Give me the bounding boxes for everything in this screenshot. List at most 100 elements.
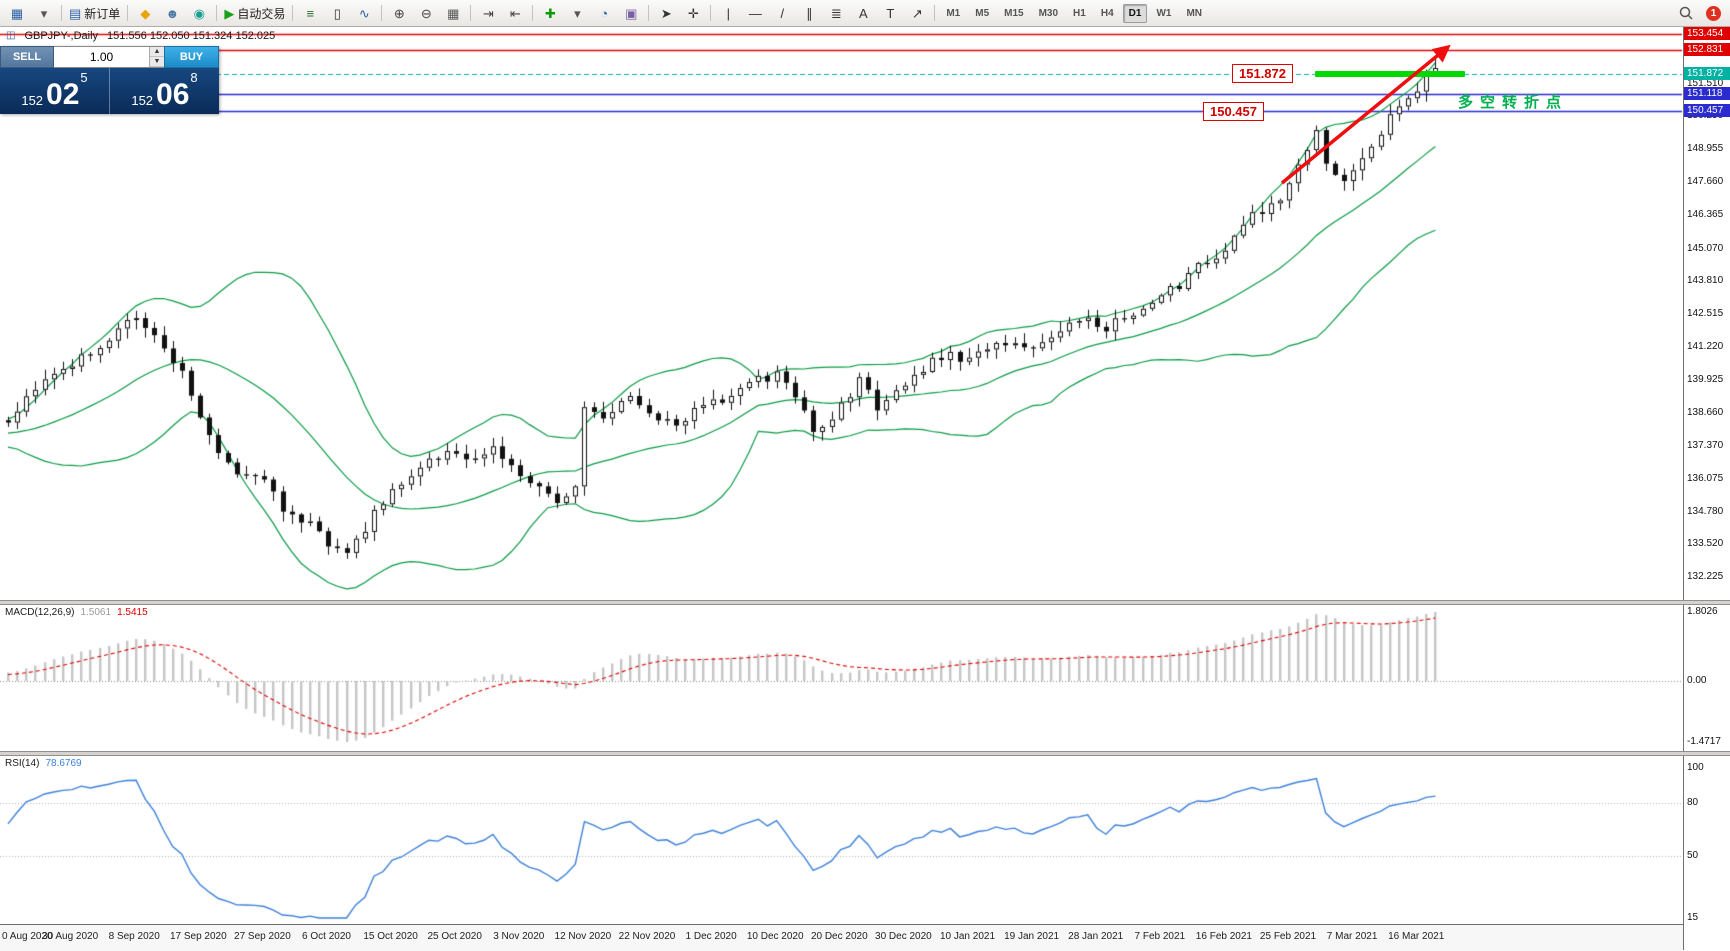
timeframe-button-h1[interactable]: H1: [1073, 7, 1086, 19]
axis-tick-label: 146.365: [1687, 209, 1724, 220]
zoom-in-icon-glyph: ⊕: [393, 5, 405, 21]
panel-separator[interactable]: [0, 751, 1730, 756]
time-axis-label: 7 Feb 2021: [1134, 931, 1186, 942]
timeframe-button-m1[interactable]: M1: [946, 7, 961, 19]
volume-increase-button[interactable]: ▲: [150, 47, 164, 57]
chart-window-icon[interactable]: ▦: [4, 2, 30, 24]
axis-tick-label: 80: [1687, 797, 1699, 808]
text-icon-glyph: A: [858, 5, 868, 21]
time-axis-label: 28 Jan 2021: [1068, 931, 1124, 942]
axis-tick-label: 1.8026: [1687, 606, 1718, 617]
time-axis-label: 1 Dec 2020: [685, 931, 737, 942]
label-icon[interactable]: T: [877, 2, 903, 24]
zoom-in-icon[interactable]: ⊕: [386, 2, 412, 24]
buy-button[interactable]: BUY: [164, 46, 219, 68]
axis-tick-label: -1.4717: [1687, 736, 1721, 747]
resistance-zone-line[interactable]: [1315, 71, 1465, 77]
time-axis[interactable]: 0 Aug 2020 30 Aug 2020 8 Sep 2020 17 Sep 20…: [0, 924, 1683, 951]
time-axis-label: 0 Aug 2020: [2, 931, 53, 942]
chart-title-ohlc: 151.556 152.050 151.324 152.025: [107, 30, 276, 42]
profile-icon[interactable]: ☻: [159, 2, 185, 24]
new-order-button-label: 新订单: [84, 6, 121, 21]
timeframe-button-m5[interactable]: M5: [975, 7, 990, 19]
price-line-label: 151.872: [1684, 67, 1730, 80]
axis-tick-label: 147.660: [1687, 176, 1724, 187]
timeframe-button-mn[interactable]: MN: [1186, 7, 1202, 19]
window-dropdown-caret-icon-glyph: ▾: [40, 5, 48, 21]
time-axis-label: 22 Nov 2020: [618, 931, 676, 942]
macd-value-signal: 1.5415: [117, 607, 148, 618]
auto-scroll-icon[interactable]: ⇥: [475, 2, 501, 24]
time-axis-label: 15 Oct 2020: [363, 931, 418, 942]
crosshair-icon[interactable]: ✛: [680, 2, 706, 24]
cursor-icon-glyph: ➤: [660, 5, 672, 21]
trendline-icon[interactable]: /: [769, 2, 795, 24]
volume-spinner: ▲ ▼: [149, 47, 164, 67]
channel-icon[interactable]: ∥: [796, 2, 822, 24]
axis-tick-label: 148.955: [1687, 143, 1724, 154]
one-click-trade-panel: SELL ▲ ▼ BUY 152 02 5 152 06 8: [0, 46, 219, 114]
timeframe-button-m15[interactable]: M15: [1004, 7, 1024, 19]
toolbar-separator: [470, 5, 472, 21]
axis-tick-label: 137.370: [1687, 440, 1724, 451]
window-dropdown-caret-icon[interactable]: ▾: [31, 2, 57, 24]
toolbar-buttons: ▦ ▾ ▤ 新订单 ◆ ☻ ◉ ▶ 自动交易 ≡ ▯ ∿ ⊕ ⊖ ▦ ⇥ ⇤ ✚ ▾ ◔ ▣ ➤ ✛ | — / ∥ ≣ A T ↗ M1 M5…: [4, 2, 1673, 24]
horizontal-line-icon[interactable]: —: [742, 2, 768, 24]
toolbar-separator: [216, 5, 218, 21]
chart-shift-icon[interactable]: ⇤: [502, 2, 528, 24]
text-icon[interactable]: A: [850, 2, 876, 24]
label-icon-glyph: T: [886, 5, 895, 21]
sell-price[interactable]: 152 02 5: [0, 68, 109, 114]
buy-price[interactable]: 152 06 8: [109, 68, 219, 114]
indicators-icon[interactable]: ✚: [537, 2, 563, 24]
time-axis-label: 7 Mar 2021: [1326, 931, 1378, 942]
timeframe-button-m30[interactable]: M30: [1038, 7, 1059, 19]
auto-scroll-icon-glyph: ⇥: [482, 5, 494, 21]
chart-canvas[interactable]: [0, 0, 1683, 950]
timeframe-button-w1[interactable]: W1: [1156, 7, 1172, 19]
channel-icon-glyph: ∥: [806, 5, 813, 21]
time-axis-label: 16 Feb 2021: [1195, 931, 1252, 942]
bar-chart-icon[interactable]: ≡: [297, 2, 323, 24]
templates-icon[interactable]: ▣: [618, 2, 644, 24]
rsi-label: RSI(14) 78.6769: [5, 758, 82, 769]
search-button[interactable]: [1673, 2, 1699, 24]
tile-windows-icon[interactable]: ▦: [440, 2, 466, 24]
volume-decrease-button[interactable]: ▼: [150, 57, 164, 67]
toolbar-separator: [648, 5, 650, 21]
sell-button[interactable]: SELL: [0, 46, 54, 68]
timeframe-button-d1[interactable]: D1: [1122, 3, 1148, 23]
time-axis-label: 8 Sep 2020: [108, 931, 160, 942]
buy-price-sup: 8: [190, 70, 198, 85]
support-price-label[interactable]: 150.457: [1203, 102, 1264, 121]
chinese-note-text[interactable]: 多空转折点: [1458, 94, 1569, 111]
macd-value-main: 1.5061: [80, 607, 112, 618]
rsi-name: RSI(14): [5, 758, 40, 769]
cursor-icon[interactable]: ➤: [653, 2, 679, 24]
time-axis-label: 19 Jan 2021: [1004, 931, 1060, 942]
timeframe-button-h4[interactable]: H4: [1100, 7, 1114, 19]
arrows-icon[interactable]: ↗: [904, 2, 930, 24]
new-order-button-glyph: ▤: [69, 5, 82, 21]
new-order-button[interactable]: ▤ 新订单: [66, 2, 123, 24]
autotrade-button[interactable]: ▶ 自动交易: [221, 2, 288, 24]
community-icon[interactable]: ◉: [186, 2, 212, 24]
volume-input[interactable]: [54, 47, 149, 67]
zoom-out-icon[interactable]: ⊖: [413, 2, 439, 24]
indicators-caret-icon[interactable]: ▾: [564, 2, 590, 24]
panel-separator[interactable]: [0, 600, 1730, 605]
megaphone-icon[interactable]: ◆: [132, 2, 158, 24]
notification-badge[interactable]: 1: [1706, 5, 1721, 21]
price-axis[interactable]: 151.510150.250148.955147.660146.365145.0…: [1683, 27, 1730, 950]
periods-icon[interactable]: ◔: [591, 2, 617, 24]
toolbar-separator: [61, 5, 62, 21]
axis-tick-label: 50: [1687, 850, 1699, 861]
line-chart-icon[interactable]: ∿: [351, 2, 377, 24]
fibonacci-icon[interactable]: ≣: [823, 2, 849, 24]
community-icon-glyph: ◉: [193, 5, 205, 21]
candlestick-chart-icon-glyph: ▯: [333, 5, 341, 21]
toolbar-separator: [292, 5, 294, 21]
resistance-price-label[interactable]: 151.872: [1232, 64, 1293, 83]
candlestick-chart-icon[interactable]: ▯: [324, 2, 350, 24]
vertical-line-icon[interactable]: |: [715, 2, 741, 24]
